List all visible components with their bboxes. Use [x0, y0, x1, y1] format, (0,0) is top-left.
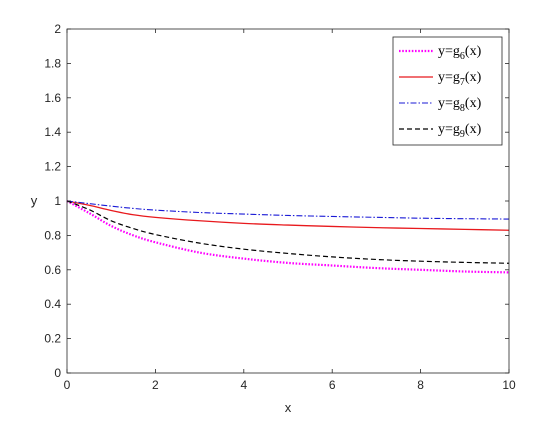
x-axis-label: x — [285, 400, 292, 415]
series-line-1 — [66, 200, 510, 274]
y-axis-label: y — [31, 193, 38, 208]
x-tick-label: 8 — [417, 378, 424, 392]
legend-label-3: y=g8(x) — [438, 96, 482, 114]
series-line-4 — [66, 200, 510, 264]
legend-label-1: y=g6(x) — [438, 44, 482, 62]
series-layer — [66, 200, 510, 274]
y-tick-label: 0.2 — [44, 332, 61, 346]
y-tick-label: 0.4 — [44, 297, 61, 311]
axes-layer: 0 2 4 6 8 10 0 0.2 0.4 0.6 0.8 1 1.2 1.4 1.6 1.8 2 — [44, 22, 516, 392]
legend-box — [392, 36, 503, 146]
x-tick-label: 10 — [502, 378, 516, 392]
y-tick-label: 1.2 — [44, 160, 61, 174]
x-tick-label: 0 — [64, 378, 71, 392]
series-line-3 — [66, 200, 510, 220]
y-tick-label: 1.6 — [44, 91, 61, 105]
y-tick-label: 0.6 — [44, 263, 61, 277]
y-tick-label: 1.4 — [44, 125, 61, 139]
y-tick-label: 2 — [54, 22, 61, 36]
legend-label-2: y=g7(x) — [438, 70, 482, 88]
y-tick-label: 1 — [54, 194, 61, 208]
y-tick-label: 1.8 — [44, 56, 61, 70]
y-tick-label: 0.8 — [44, 228, 61, 242]
legend-label-4: y=g9(x) — [438, 122, 482, 140]
x-tick-label: 2 — [152, 378, 159, 392]
x-tick-label: 6 — [329, 378, 336, 392]
x-tick-label: 4 — [240, 378, 247, 392]
series-line-2 — [66, 200, 510, 231]
legend: y=g6(x) y=g7(x) y=g8(x) y=g9(x) — [392, 36, 503, 146]
y-tick-label: 0 — [54, 366, 61, 380]
